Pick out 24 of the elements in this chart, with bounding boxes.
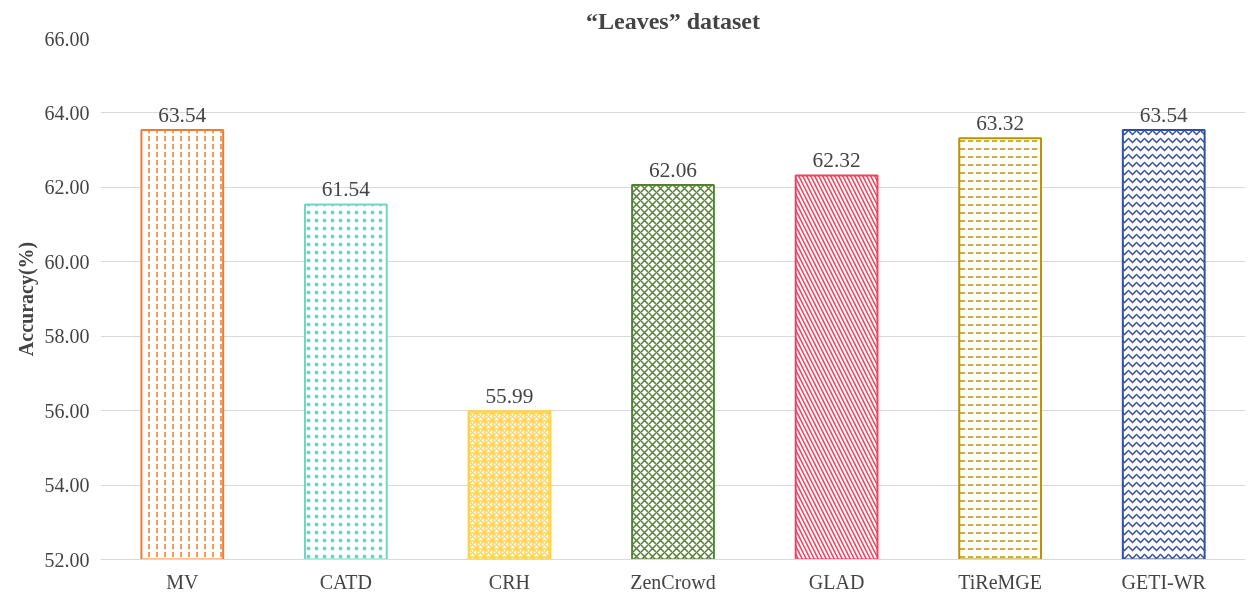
x-tick-label: CRH [488, 570, 530, 593]
y-tick-label: 60.00 [44, 250, 90, 273]
y-tick-label: 66.00 [44, 27, 90, 50]
x-tick-label: TiReMGE [958, 570, 1043, 593]
data-label: 55.99 [485, 384, 534, 409]
y-tick-label: 62.00 [44, 176, 90, 199]
y-tick-label: 54.00 [44, 474, 90, 497]
x-tick-label: GETI-WR [1121, 570, 1207, 593]
x-tick-label: MV [166, 570, 199, 593]
y-tick-label: 64.00 [44, 101, 90, 124]
x-tick-label: GLAD [808, 570, 865, 593]
data-label: 63.54 [1139, 103, 1189, 128]
data-label: 63.32 [976, 111, 1025, 136]
data-label: 61.54 [321, 177, 371, 202]
chart-title: “Leaves” dataset [586, 7, 760, 34]
data-label: 62.32 [812, 148, 861, 173]
y-axis-title: Accuracy(%) [14, 241, 38, 357]
data-label: 63.54 [158, 103, 207, 128]
x-tick-label: CATD [319, 570, 372, 593]
y-tick-label: 52.00 [44, 548, 90, 571]
y-tick-label: 56.00 [44, 399, 90, 422]
y-tick-label: 58.00 [44, 325, 90, 348]
x-tick-label: ZenCrowd [630, 570, 716, 593]
data-label: 62.06 [649, 158, 698, 183]
